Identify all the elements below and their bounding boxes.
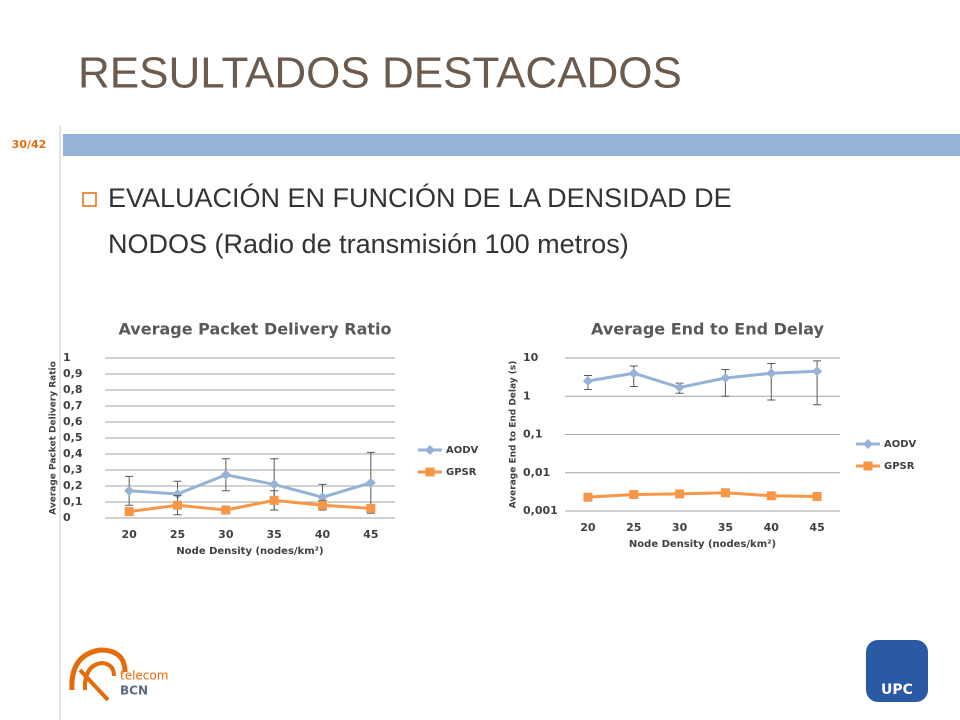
data-point [318,500,327,510]
y-tick-label: 0,3 [63,463,83,476]
legend-label: AODV [884,439,917,450]
x-tick-label: 30 [672,521,688,534]
y-tick-label: 0,6 [63,415,83,428]
y-tick-label: 0,001 [523,504,558,517]
bullet-box [82,192,97,207]
data-point [720,488,730,498]
y-tick-label: 0,5 [63,431,83,444]
y-tick-label: 0,8 [63,383,83,396]
header-bar [63,134,960,156]
x-tick-label: 45 [809,521,824,534]
y-tick-label: 10 [523,351,539,364]
data-point [269,495,279,505]
series-line [129,473,372,499]
data-point [674,382,685,393]
y-tick-label: 0,1 [523,428,543,441]
data-point [720,373,731,384]
series-line [587,369,818,389]
data-point [173,500,182,510]
y-tick-label: 1 [63,351,71,364]
data-point [221,505,231,515]
page-number: 30/42 [12,138,47,151]
logo-arc [69,647,128,691]
x-tick-label: 30 [218,528,234,541]
data-point [269,479,280,490]
y-axis-title: Average End to End Delay (s) [509,361,519,509]
x-tick-label: 40 [315,528,331,541]
data-point [582,376,593,387]
legend-marker [425,467,435,477]
legend-marker [863,439,873,449]
legend-label: AODV [446,445,479,456]
x-tick-label: 20 [122,528,138,541]
chart-title: Average Packet Delivery Ratio [118,320,391,339]
legend-marker [863,461,873,471]
y-axis-title: Average Packet Delivery Ratio [49,361,59,515]
data-point [628,368,639,379]
x-axis-title: Node Density (nodes/km²) [176,546,323,557]
legend-label: GPSR [446,467,477,478]
y-tick-label: 0,9 [63,367,83,380]
bullet-text: NODOS (Radio de transmisión 100 metros) [108,229,629,259]
data-point [220,469,231,480]
data-point [317,492,328,503]
chart-title: Average End to End Delay [591,320,824,339]
data-point [629,490,639,500]
y-tick-label: 0,7 [63,399,83,412]
data-point [812,366,823,377]
logo-text: UPC [881,682,913,698]
y-tick-label: 0,1 [63,495,83,508]
data-point [766,491,776,501]
data-point [583,492,593,502]
y-tick-label: 0,01 [523,466,550,479]
y-tick-label: 0,2 [63,479,83,492]
data-point [812,491,822,501]
x-tick-label: 25 [170,528,185,541]
data-point [365,477,376,488]
logo-line [78,668,110,702]
series-line [587,491,818,499]
x-tick-label: 20 [580,521,596,534]
data-point [675,489,685,499]
slide-title: RESULTADOS DESTACADOS [78,49,682,98]
upc-logo: UPC [866,640,928,702]
y-tick-label: 1 [523,389,531,402]
telecom-logo: telecom BCN [69,647,168,702]
y-tick-label: 0 [63,511,71,524]
data-point [124,507,134,517]
data-point [366,503,376,513]
x-tick-label: 45 [363,528,378,541]
logo-text: BCN [120,684,148,698]
data-point [172,489,183,499]
bullet-text: EVALUACIÓN EN FUNCIÓN DE LA DENSIDAD DE [108,182,732,213]
y-tick-label: 0,4 [63,447,83,460]
x-axis-title: Node Density (nodes/km²) [629,539,776,550]
legend-marker [425,445,435,455]
x-tick-label: 35 [267,528,282,541]
legend-label: GPSR [884,461,915,472]
x-tick-label: 40 [764,521,780,534]
series-line [128,498,371,514]
data-point [124,485,135,496]
x-tick-label: 35 [718,521,733,534]
logo-box [866,640,928,702]
x-tick-label: 25 [626,521,641,534]
logo-text: telecom [120,669,168,683]
data-point [766,368,777,379]
